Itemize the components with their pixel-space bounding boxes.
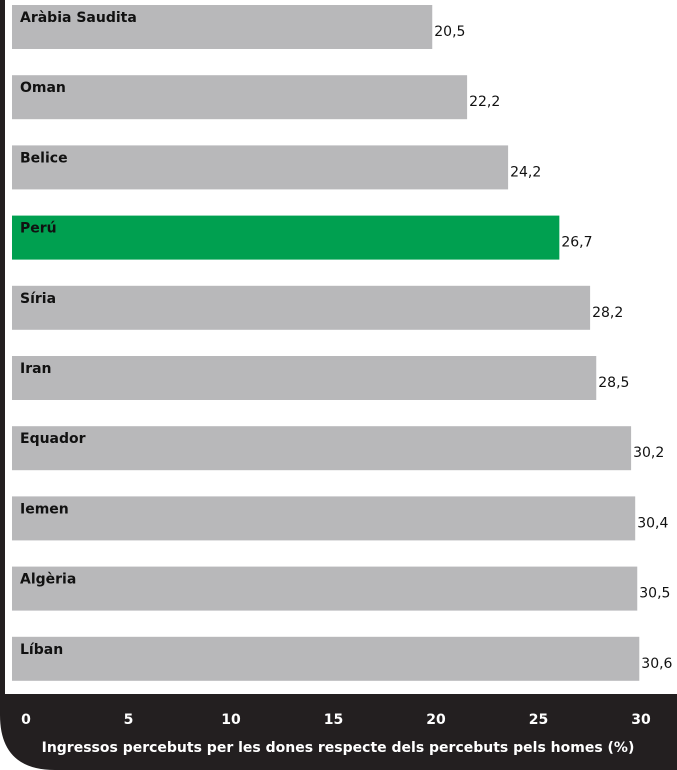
bar-iran: [12, 356, 597, 400]
bar-algeria: [12, 566, 638, 611]
value-label-belice: 24,2: [510, 164, 541, 180]
value-label-iemen: 30,4: [637, 515, 668, 531]
category-label-algeria: Algèria: [20, 572, 76, 588]
bars-group: Aràbia Saudita 20,5 Oman 22,2 Belice 24,2 Perú…: [12, 5, 673, 681]
bar-siria: [12, 285, 591, 330]
bar-iemen: [12, 496, 636, 541]
value-label-iran: 28,5: [598, 375, 629, 391]
category-label-equador: Equador: [20, 431, 86, 447]
category-label-iemen: Iemen: [20, 501, 69, 517]
x-tick-20: 20: [426, 712, 446, 728]
x-tick-10: 10: [221, 712, 241, 728]
x-tick-15: 15: [324, 712, 343, 728]
value-label-equador: 30,2: [633, 445, 664, 461]
bar-liban: [12, 636, 640, 681]
x-tick-30: 30: [631, 712, 651, 728]
value-label-peru: 26,7: [561, 235, 592, 251]
bar-oman: [12, 75, 468, 120]
x-tick-5: 5: [124, 712, 134, 728]
category-label-belice: Belice: [20, 150, 68, 166]
category-label-peru: Perú: [20, 221, 57, 237]
category-label-iran: Iran: [20, 361, 52, 377]
x-axis-title: Ingressos percebuts per les dones respec…: [42, 740, 635, 756]
bar-arabia-saudita: [12, 5, 433, 49]
category-label-siria: Síria: [20, 291, 56, 307]
value-label-siria: 28,2: [592, 305, 623, 321]
value-label-algeria: 30,5: [639, 586, 670, 602]
category-label-oman: Oman: [20, 80, 66, 96]
x-tick-0: 0: [21, 712, 31, 728]
category-label-liban: Líban: [20, 642, 63, 658]
bar-belice: [12, 145, 509, 190]
x-tick-25: 25: [529, 712, 548, 728]
value-label-oman: 22,2: [469, 94, 500, 110]
value-label-arabia-saudita: 20,5: [434, 24, 465, 40]
value-label-liban: 30,6: [641, 656, 672, 672]
category-label-arabia-saudita: Aràbia Saudita: [20, 10, 137, 26]
bar-equador: [12, 426, 632, 471]
bar-peru: [12, 215, 560, 260]
x-axis-ticks: 0 5 10 15 20 25 30: [21, 712, 651, 728]
